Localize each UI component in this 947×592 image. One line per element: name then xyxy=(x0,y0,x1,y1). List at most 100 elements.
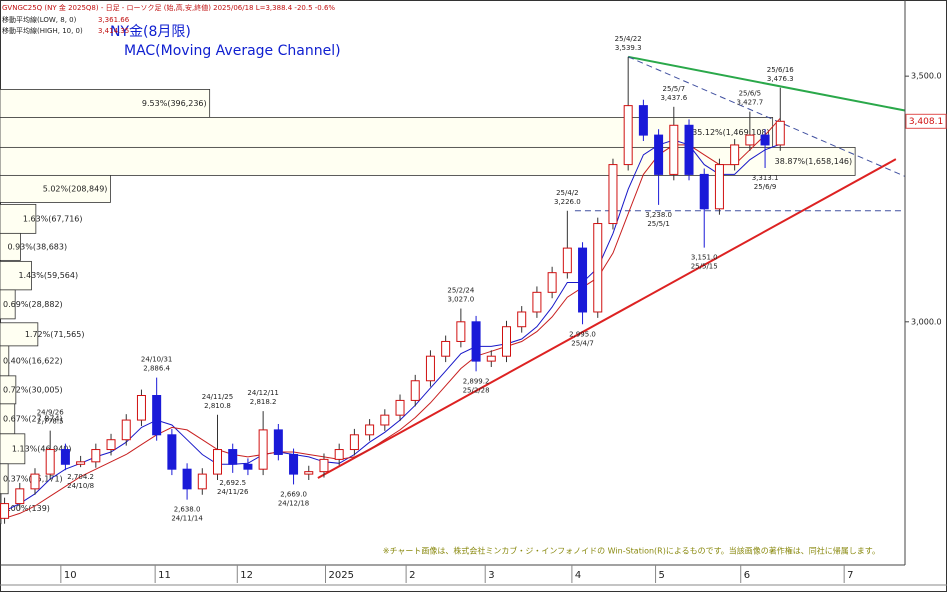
annotation-date: 25/5/7 xyxy=(663,85,686,93)
x-tick-label: 10 xyxy=(64,570,77,581)
annotation-price: 2,995.0 xyxy=(569,330,596,338)
annotations: 24/9/262,778.5 24/10/82,704.2 24/10/312,88… xyxy=(37,35,795,523)
annotation-date: 24/10/31 xyxy=(141,356,172,364)
copyright-note: ※チャート画像は、株式会社ミンカブ・ジ・インフォノイドの Win-Station… xyxy=(383,546,880,556)
x-tick-label: 11 xyxy=(158,570,171,581)
annotation-date: 24/12/11 xyxy=(247,389,278,397)
profile-box xyxy=(0,146,856,176)
annotation-price: 3,027.0 xyxy=(448,296,475,304)
candle-body xyxy=(334,449,344,460)
candle-body xyxy=(289,453,299,475)
chart-title: NY金(8月限) xyxy=(110,24,191,40)
annotation-date: 25/2/28 xyxy=(463,386,490,394)
profile-label: 0.93%(38,683) xyxy=(7,242,67,251)
profile-label: 35.12%(1,469,108) xyxy=(692,128,769,137)
profile-box xyxy=(0,174,111,203)
candle-body xyxy=(562,247,572,274)
profile-label: 0.00%(139) xyxy=(3,504,50,513)
candle-body xyxy=(714,164,724,210)
candle-body xyxy=(60,449,70,465)
candle-body xyxy=(365,424,375,436)
x-tick-label: 3 xyxy=(488,570,494,581)
profile-label: 9.53%(396,236) xyxy=(142,99,207,108)
candle-body xyxy=(243,463,253,470)
profile-label: 1.43%(59,564) xyxy=(18,271,78,280)
profile-box xyxy=(0,463,9,495)
x-tick-label: 2025 xyxy=(328,570,353,581)
annotation-price: 2,886.4 xyxy=(143,365,170,373)
profile-label: 1.13%(46,940) xyxy=(12,444,72,453)
annotation-date: 25/4/22 xyxy=(615,35,642,43)
annotation-price: 3,476.3 xyxy=(767,75,794,83)
candle-body xyxy=(121,419,131,441)
candle-body xyxy=(547,272,557,293)
candle-body xyxy=(441,340,451,357)
annotation-price: 2,899.2 xyxy=(463,377,490,385)
candle-body xyxy=(699,173,709,210)
legend-value: 3,414.35 xyxy=(98,27,129,35)
trendline xyxy=(627,55,906,112)
annotation-price: 2,810.8 xyxy=(204,402,231,410)
candle-body xyxy=(152,395,162,436)
annotation-date: 24/10/8 xyxy=(67,482,94,490)
annotation-date: 25/4/2 xyxy=(556,189,579,197)
profile-label: 0.40%(16,622) xyxy=(3,356,63,365)
profile-box xyxy=(0,433,26,465)
annotation-price: 3,437.6 xyxy=(660,94,687,102)
annotation-date: 24/11/25 xyxy=(202,393,233,401)
x-tick-label: 7 xyxy=(847,570,853,581)
candle-body xyxy=(91,449,101,463)
profile-box xyxy=(0,260,32,291)
annotation-date: 25/4/7 xyxy=(571,339,594,347)
trendlines xyxy=(4,55,906,519)
annotation-price: 3,238.0 xyxy=(645,211,672,219)
candle-body xyxy=(45,449,55,475)
annotation-date: 25/5/1 xyxy=(647,220,670,228)
candle-body xyxy=(684,124,694,175)
annotation-date: 24/9/26 xyxy=(37,409,65,417)
candle-body xyxy=(395,399,405,416)
candle-body xyxy=(654,134,664,175)
candle-body xyxy=(197,473,207,490)
annotation-date: 25/6/16 xyxy=(767,66,795,74)
annotation-date: 25/2/24 xyxy=(447,287,475,295)
candle-body xyxy=(349,434,359,451)
candle-body xyxy=(608,164,618,225)
candle-body xyxy=(273,429,283,455)
y-tick-label: 3,000.0 xyxy=(911,317,942,326)
candle-body xyxy=(471,321,481,362)
info-line: GVNGC25Q (NY 金 2025Q8) - 日足 - ローソク足 (始,高… xyxy=(2,3,335,12)
candle-body xyxy=(228,449,238,465)
candle-body xyxy=(30,473,40,490)
profile-label: 0.67%(27,874) xyxy=(3,414,63,423)
annotation-price: 2,704.2 xyxy=(67,473,94,481)
x-tick-label: 4 xyxy=(575,570,581,581)
moving-average xyxy=(4,139,781,512)
candle-body xyxy=(669,124,679,175)
candle-body xyxy=(304,471,314,475)
profile-label: 1.63%(67,716) xyxy=(23,214,83,223)
candles xyxy=(0,56,785,524)
candle-body xyxy=(532,291,542,313)
annotation-price: 2,638.0 xyxy=(174,506,201,514)
x-tick-label: 5 xyxy=(659,570,665,581)
annotation-date: 25/6/5 xyxy=(739,90,762,98)
current-price-label: 3,408.1 xyxy=(909,117,943,127)
candle-body xyxy=(15,488,25,505)
profile-box xyxy=(0,89,211,118)
profile-box xyxy=(0,232,21,261)
annotation-date: 25/5/15 xyxy=(691,263,718,271)
annotation-price: 3,427.7 xyxy=(736,99,763,107)
annotation-date: 25/6/9 xyxy=(754,183,777,191)
annotation-price: 2,818.2 xyxy=(250,398,277,406)
candle-body xyxy=(213,449,223,475)
annotation-price: 2,778.5 xyxy=(37,418,64,426)
candle-body xyxy=(76,461,86,465)
candle-body xyxy=(380,414,390,426)
profile-label: 0.69%(28,882) xyxy=(3,300,63,309)
trendline xyxy=(627,56,906,177)
candle-body xyxy=(501,326,511,357)
annotation-date: 24/11/14 xyxy=(171,515,203,523)
profile-label: 38.87%(1,658,146) xyxy=(775,157,852,166)
